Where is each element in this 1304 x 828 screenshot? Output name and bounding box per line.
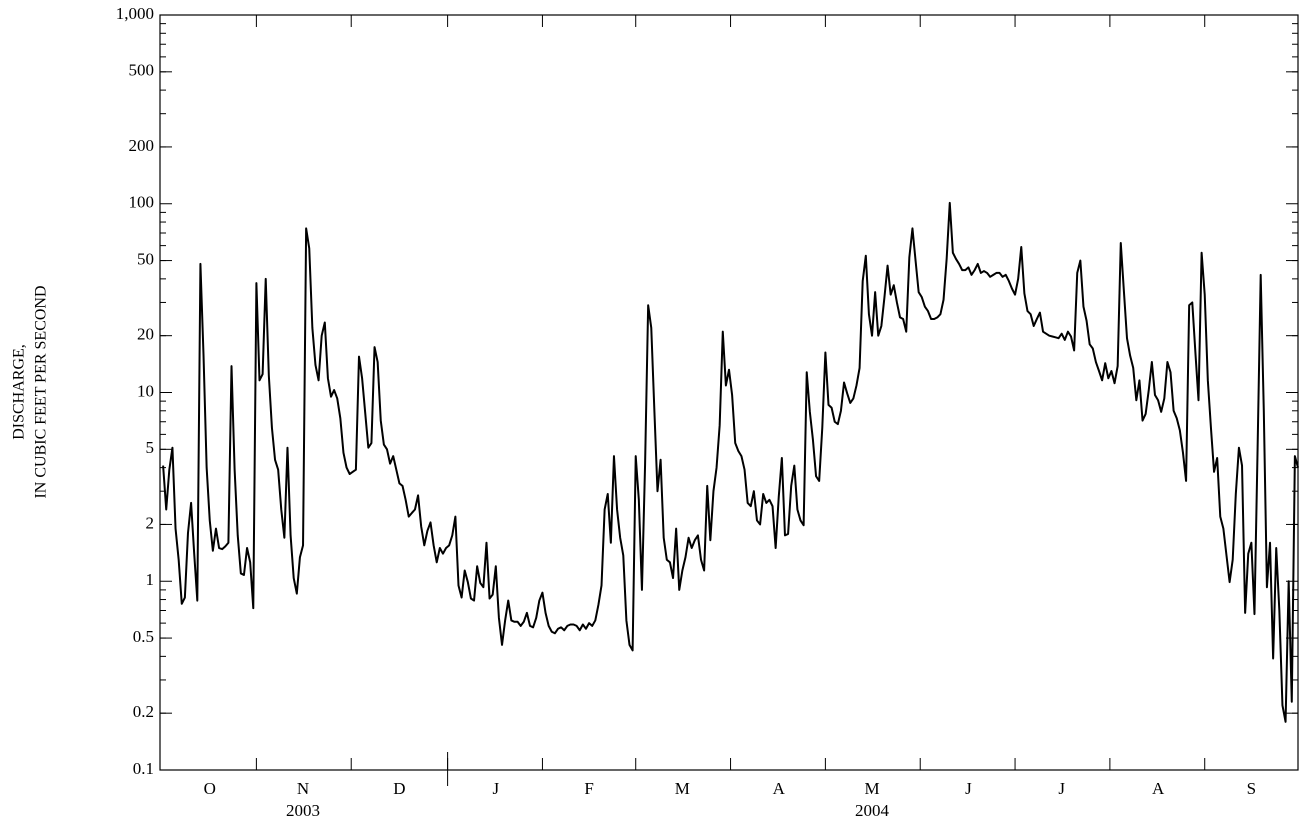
y-axis-title-line: DISCHARGE,: [11, 344, 28, 440]
y-tick-label: 10: [137, 381, 154, 400]
y-tick-label: 500: [129, 61, 155, 80]
x-tick-label: D: [393, 779, 405, 798]
y-tick-label: 1: [146, 570, 155, 589]
y-tick-label: 5: [146, 438, 155, 457]
y-tick-label: 2: [146, 513, 155, 532]
x-tick-label: S: [1247, 779, 1256, 798]
discharge-line: [162, 201, 1299, 723]
x-tick-label: M: [864, 779, 879, 798]
y-tick-label: 20: [137, 325, 154, 344]
x-tick-label: A: [1152, 779, 1165, 798]
y-tick-label: 50: [137, 249, 154, 268]
x-tick-label: J: [1058, 779, 1065, 798]
x-tick-label: M: [675, 779, 690, 798]
y-tick-label: 100: [129, 193, 155, 212]
x-tick-label: J: [965, 779, 972, 798]
y-axis-title: DISCHARGE, IN CUBIC FEET PER SECOND: [11, 285, 50, 498]
y-tick-label: 200: [129, 136, 155, 155]
y-tick-label: 0.2: [133, 702, 154, 721]
year-label: 2003: [286, 801, 320, 820]
y-tick-label: 1,000: [116, 4, 154, 23]
x-tick-label: A: [773, 779, 786, 798]
x-tick-label: N: [297, 779, 309, 798]
y-tick-label: 0.5: [133, 627, 154, 646]
year-label: 2004: [855, 801, 890, 820]
x-tick-label: J: [492, 779, 499, 798]
x-tick-label: O: [204, 779, 216, 798]
y-axis-title-line: IN CUBIC FEET PER SECOND: [33, 285, 50, 498]
y-tick-label: 0.1: [133, 759, 154, 778]
x-tick-label: F: [584, 779, 593, 798]
